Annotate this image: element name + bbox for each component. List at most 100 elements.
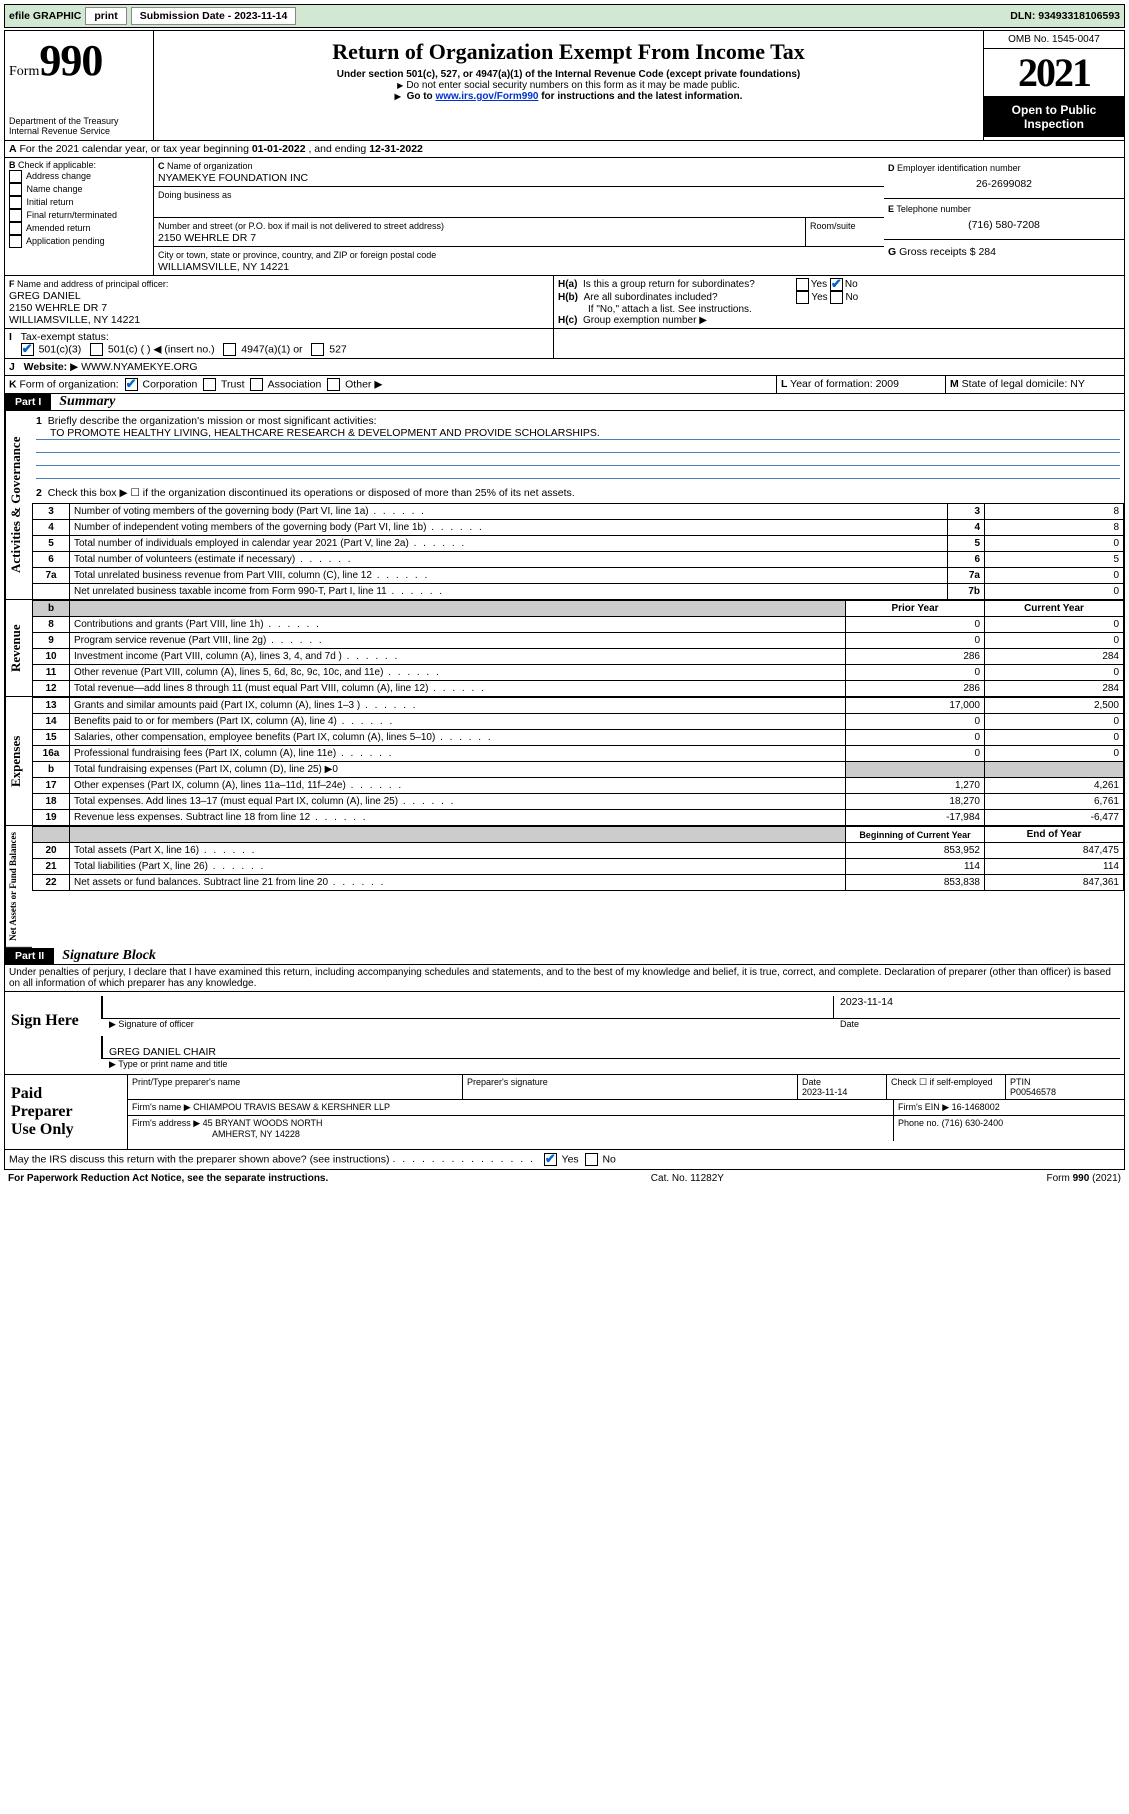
efile-label: efile GRAPHIC	[9, 10, 81, 22]
chk-4947[interactable]	[223, 343, 236, 356]
top-toolbar: efile GRAPHIC print Submission Date - 20…	[4, 4, 1125, 28]
ptin-value: P00546578	[1010, 1087, 1056, 1097]
col-end: End of Year	[985, 827, 1124, 843]
tax-year: 2021	[984, 49, 1124, 97]
chk-discuss-yes[interactable]	[544, 1153, 557, 1166]
preparer-sig-label: Preparer's signature	[463, 1075, 798, 1100]
chk-discuss-no[interactable]	[585, 1153, 598, 1166]
section-c: C Name of organization NYAMEKYE FOUNDATI…	[154, 158, 884, 276]
instructions-link[interactable]: www.irs.gov/Form990	[435, 91, 538, 102]
form-container: Form990 Department of the Treasury Inter…	[4, 30, 1125, 1170]
line-a-pre: For the 2021 calendar year, or tax year …	[20, 143, 252, 155]
page-footer: For Paperwork Reduction Act Notice, see …	[4, 1170, 1125, 1187]
city-value: WILLIAMSVILLE, NY 14221	[158, 261, 289, 273]
chk-hb-yes[interactable]	[796, 291, 809, 304]
firm-phone: (716) 630-2400	[942, 1118, 1004, 1128]
city-label: City or town, state or province, country…	[158, 250, 436, 260]
dba-label: Doing business as	[158, 190, 232, 200]
chk-hb-no[interactable]	[830, 291, 843, 304]
chk-527[interactable]	[311, 343, 324, 356]
firm-address1: 45 BRYANT WOODS NORTH	[203, 1118, 323, 1128]
cat-no: Cat. No. 11282Y	[651, 1173, 724, 1184]
chk-name-change[interactable]	[9, 183, 22, 196]
chk-501c3[interactable]	[21, 343, 34, 356]
sig-officer-label: Signature of officer	[118, 1019, 193, 1029]
l-label: Year of formation:	[790, 378, 873, 390]
chk-initial-return[interactable]	[9, 196, 22, 209]
chk-final-return[interactable]	[9, 209, 22, 222]
street-value: 2150 WEHRLE DR 7	[158, 232, 256, 244]
chk-address-change[interactable]	[9, 170, 22, 183]
side-netassets: Net Assets or Fund Balances	[5, 826, 32, 948]
g-label: Gross receipts $	[899, 246, 975, 258]
chk-trust[interactable]	[203, 378, 216, 391]
l-value: 2009	[876, 378, 899, 390]
governance-table: 3Number of voting members of the governi…	[32, 503, 1124, 600]
side-revenue: Revenue	[5, 600, 32, 697]
firm-address2: AMHERST, NY 14228	[132, 1129, 300, 1139]
sign-here-block: Sign Here 2023-11-14 ▶ Signature of offi…	[5, 992, 1124, 1075]
print-button[interactable]: print	[85, 7, 126, 25]
firm-name: CHIAMPOU TRAVIS BESAW & KERSHNER LLP	[193, 1102, 390, 1112]
c-name-label: Name of organization	[167, 161, 253, 171]
dept-label: Department of the Treasury	[9, 116, 149, 126]
sign-date: 2023-11-14	[833, 996, 1120, 1019]
firm-ein: 16-1468002	[952, 1102, 1000, 1112]
chk-corporation[interactable]	[125, 378, 138, 391]
website-value: WWW.NYAMEKYE.ORG	[81, 361, 197, 373]
type-name-label: Type or print name and title	[118, 1059, 227, 1069]
hb-label: Are all subordinates included?	[584, 292, 794, 303]
irs-label: Internal Revenue Service	[9, 126, 149, 136]
section-deg: D Employer identification number 26-2699…	[884, 158, 1124, 276]
hc-label: Group exemption number	[583, 315, 696, 326]
form-number: 990	[39, 36, 102, 85]
section-b: B Check if applicable: Address change Na…	[5, 158, 154, 276]
d-label: Employer identification number	[897, 163, 1021, 173]
line-a-end: 12-31-2022	[369, 143, 423, 155]
line-a: A For the 2021 calendar year, or tax yea…	[5, 141, 1124, 158]
line-a-begin: 01-01-2022	[252, 143, 306, 155]
e-label: Telephone number	[896, 204, 971, 214]
paid-preparer-block: Paid Preparer Use Only Print/Type prepar…	[5, 1075, 1124, 1150]
chk-ha-yes[interactable]	[796, 278, 809, 291]
expenses-table: 13Grants and similar amounts paid (Part …	[32, 697, 1124, 826]
chk-ha-no[interactable]	[830, 278, 843, 291]
chk-501c[interactable]	[90, 343, 103, 356]
header-sub3-pre: Go to	[407, 91, 436, 102]
chk-amended-return[interactable]	[9, 222, 22, 235]
chk-application-pending[interactable]	[9, 235, 22, 248]
pra-notice: For Paperwork Reduction Act Notice, see …	[8, 1173, 328, 1184]
chk-other[interactable]	[327, 378, 340, 391]
side-expenses: Expenses	[5, 697, 32, 826]
k-label: Form of organization:	[20, 378, 119, 390]
revenue-table: bPrior YearCurrent Year 8Contributions a…	[32, 600, 1124, 697]
omb-number: OMB No. 1545-0047	[984, 31, 1124, 49]
summary-body: Activities & Governance 1 Briefly descri…	[5, 411, 1124, 600]
part-ii-header: Part II	[5, 948, 54, 964]
submission-date-button[interactable]: Submission Date - 2023-11-14	[131, 7, 297, 25]
officer-name: GREG DANIEL	[9, 290, 81, 302]
street-label: Number and street (or P.O. box if mail i…	[158, 221, 444, 231]
q2-text: Check this box ▶ ☐ if the organization d…	[48, 487, 575, 499]
part-i-header: Part I	[5, 394, 51, 410]
header-sub2: Do not enter social security numbers on …	[162, 80, 975, 91]
header-sub3-post: for instructions and the latest informat…	[538, 91, 742, 102]
preparer-name-label: Print/Type preparer's name	[128, 1075, 463, 1100]
col-begin: Beginning of Current Year	[846, 827, 985, 843]
ha-label: Is this a group return for subordinates?	[583, 279, 793, 290]
officer-street: 2150 WEHRLE DR 7	[9, 302, 107, 314]
sign-here-label: Sign Here	[11, 1012, 79, 1029]
inspect-line1: Open to Public	[988, 103, 1120, 117]
q1-label: Briefly describe the organization's miss…	[48, 415, 377, 427]
side-governance: Activities & Governance	[5, 411, 32, 600]
chk-association[interactable]	[250, 378, 263, 391]
room-label: Room/suite	[810, 221, 856, 231]
j-label: Website:	[24, 361, 68, 373]
inspect-line2: Inspection	[988, 117, 1120, 131]
ein-value: 26-2699082	[888, 174, 1120, 194]
form-header: Form990 Department of the Treasury Inter…	[5, 31, 1124, 141]
discuss-question: May the IRS discuss this return with the…	[9, 1153, 390, 1165]
m-value: NY	[1070, 378, 1085, 390]
header-sub1: Under section 501(c), 527, or 4947(a)(1)…	[162, 69, 975, 80]
b-label: Check if applicable:	[18, 160, 96, 170]
